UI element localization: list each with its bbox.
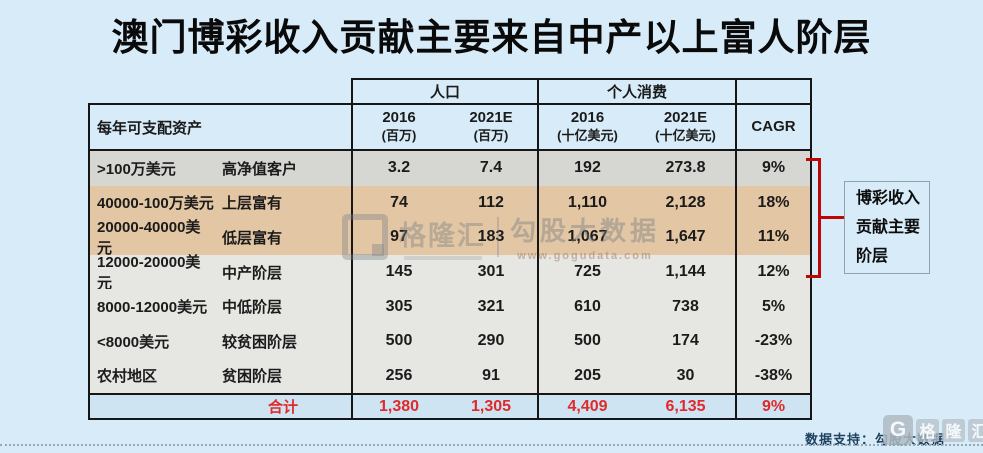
table-row-cell: 11%: [735, 220, 812, 255]
table-row-cell: 20000-40000美元: [88, 219, 215, 257]
total-row-cell: 6,135: [636, 393, 735, 421]
col-header-cons-2021: 2021E (十亿美元): [636, 103, 735, 151]
table-row-cell: 12%: [735, 254, 812, 290]
annotation-box: 博彩收入贡献主要阶层: [844, 181, 930, 274]
table-row-cell: 321: [445, 289, 537, 324]
col-header-assets: 每年可支配资产: [88, 103, 351, 151]
table-row-cell: <8000美元: [88, 323, 215, 359]
table-row-cell: 高净值客户: [215, 151, 351, 186]
bracket-line: [818, 158, 821, 278]
total-row-cell: [88, 393, 215, 421]
watermark-url: www.gogudata.com: [517, 250, 653, 262]
table-row-cell: -38%: [735, 358, 812, 394]
col-header-unit: (十亿美元): [557, 128, 618, 143]
table-row-cell: 174: [636, 323, 735, 359]
table-row-cell: 500: [351, 323, 445, 359]
col-header-unit: (百万): [381, 128, 417, 143]
total-row-label: 合计: [215, 393, 351, 421]
col-header-year: 2021E: [469, 109, 513, 126]
table-row-cell: 40000-100万美元: [88, 185, 215, 221]
watermark-divider: [497, 216, 499, 257]
gelonghui-stamp: G 格 隆 汇: [883, 415, 983, 445]
table-row-cell: >100万美元: [88, 151, 215, 186]
annotation-text: 博彩收入贡献主要阶层: [856, 190, 921, 265]
col-header-pop-2016: 2016 (百万): [351, 103, 445, 151]
col-header-year: 2021E: [663, 109, 708, 126]
table-row-cell: 91: [445, 358, 537, 394]
table-row-cell: 上层富有: [215, 185, 351, 221]
table-row-cell: 贫困阶层: [215, 358, 351, 394]
table-row-cell: 18%: [735, 185, 812, 221]
col-header-unit: (十亿美元): [655, 128, 716, 143]
watermark-brand: 格隆汇: [399, 214, 486, 260]
table-row-cell: 9%: [735, 151, 812, 186]
table-row-cell: 290: [445, 323, 537, 359]
table-row-cell: -23%: [735, 323, 812, 359]
gelonghui-g-icon: G: [883, 415, 913, 445]
table-row-cell: 183: [445, 220, 537, 255]
total-row-cell: 4,409: [537, 393, 636, 421]
group-header-consumption: 个人消费: [537, 78, 735, 103]
bracket-bottom-hook: [806, 275, 820, 278]
table-row-cell: 725: [537, 254, 636, 290]
col-header-year: 2016: [382, 109, 416, 126]
table-row-cell: 256: [351, 358, 445, 394]
col-header-unit: (百万): [473, 128, 509, 143]
watermark-brand-text: 格隆汇: [399, 220, 486, 251]
group-header-cagr-spacer: [735, 78, 812, 103]
total-row-cell: 1,380: [351, 393, 445, 421]
table-row-cell: 74: [351, 185, 445, 221]
stamp-char: 汇: [968, 418, 983, 442]
stamp-char: 格: [916, 418, 939, 442]
table-row-cell: 1,647: [636, 220, 735, 255]
group-header-spacer: [88, 78, 351, 103]
stamp-char: 隆: [942, 418, 965, 442]
table-row-cell: 301: [445, 254, 537, 290]
col-header-year: 2016: [570, 109, 605, 126]
gelonghui-logo-icon: [342, 213, 388, 260]
bottom-dotted-divider: [0, 444, 983, 446]
table-row-cell: 8000-12000美元: [88, 289, 215, 324]
table-row-cell: 5%: [735, 289, 812, 324]
table-row-cell: 205: [537, 358, 636, 394]
table-row-cell: 7.4: [445, 151, 537, 186]
table-row-cell: 273.8: [636, 151, 735, 186]
table-row-cell: 738: [636, 289, 735, 324]
data-table: 人口 个人消费 每年可支配资产 2016 (百万) 2021E (百万) 201…: [88, 78, 812, 421]
table-row-cell: 中低阶层: [215, 289, 351, 324]
table-row-cell: 2,128: [636, 185, 735, 221]
watermark: 格隆汇 勾股大数据 www.gogudata.com: [342, 211, 660, 262]
table-row-cell: 500: [537, 323, 636, 359]
watermark-brand-subtext: [403, 255, 482, 260]
table-row-cell: 1,110: [537, 185, 636, 221]
table-row-cell: 12000-20000美元: [88, 254, 215, 292]
table-row-cell: 610: [537, 289, 636, 324]
page-title: 澳门博彩收入贡献主要来自中产以上富人阶层: [111, 17, 872, 58]
watermark-product-text: 勾股大数据: [510, 216, 661, 246]
col-header-pop-2021: 2021E (百万): [445, 103, 537, 151]
table-row-cell: 192: [537, 151, 636, 186]
table-row-cell: 97: [351, 220, 445, 255]
table-row-cell: 305: [351, 289, 445, 324]
group-header-population: 人口: [351, 78, 537, 103]
bracket-top-hook: [806, 158, 820, 161]
table-row-cell: 3.2: [351, 151, 445, 186]
table-row-cell: 112: [445, 185, 537, 221]
total-row-cell: 1,305: [445, 393, 537, 421]
col-header-cons-2016: 2016 (十亿美元): [537, 103, 636, 151]
table-row-cell: 中产阶层: [215, 254, 351, 290]
table-row-cell: 1,067: [537, 220, 636, 255]
watermark-product: 勾股大数据 www.gogudata.com: [510, 211, 660, 262]
total-row-cell: 9%: [735, 393, 812, 421]
col-header-cagr: CAGR: [735, 103, 812, 151]
table-row-cell: 30: [636, 358, 735, 394]
table-row-cell: 1,144: [636, 254, 735, 290]
bracket-pointer: [821, 216, 844, 219]
table-row-cell: 农村地区: [88, 358, 215, 394]
table-row-cell: 较贫困阶层: [215, 323, 351, 359]
table-row-cell: 低层富有: [215, 220, 351, 255]
table-row-cell: 145: [351, 254, 445, 290]
